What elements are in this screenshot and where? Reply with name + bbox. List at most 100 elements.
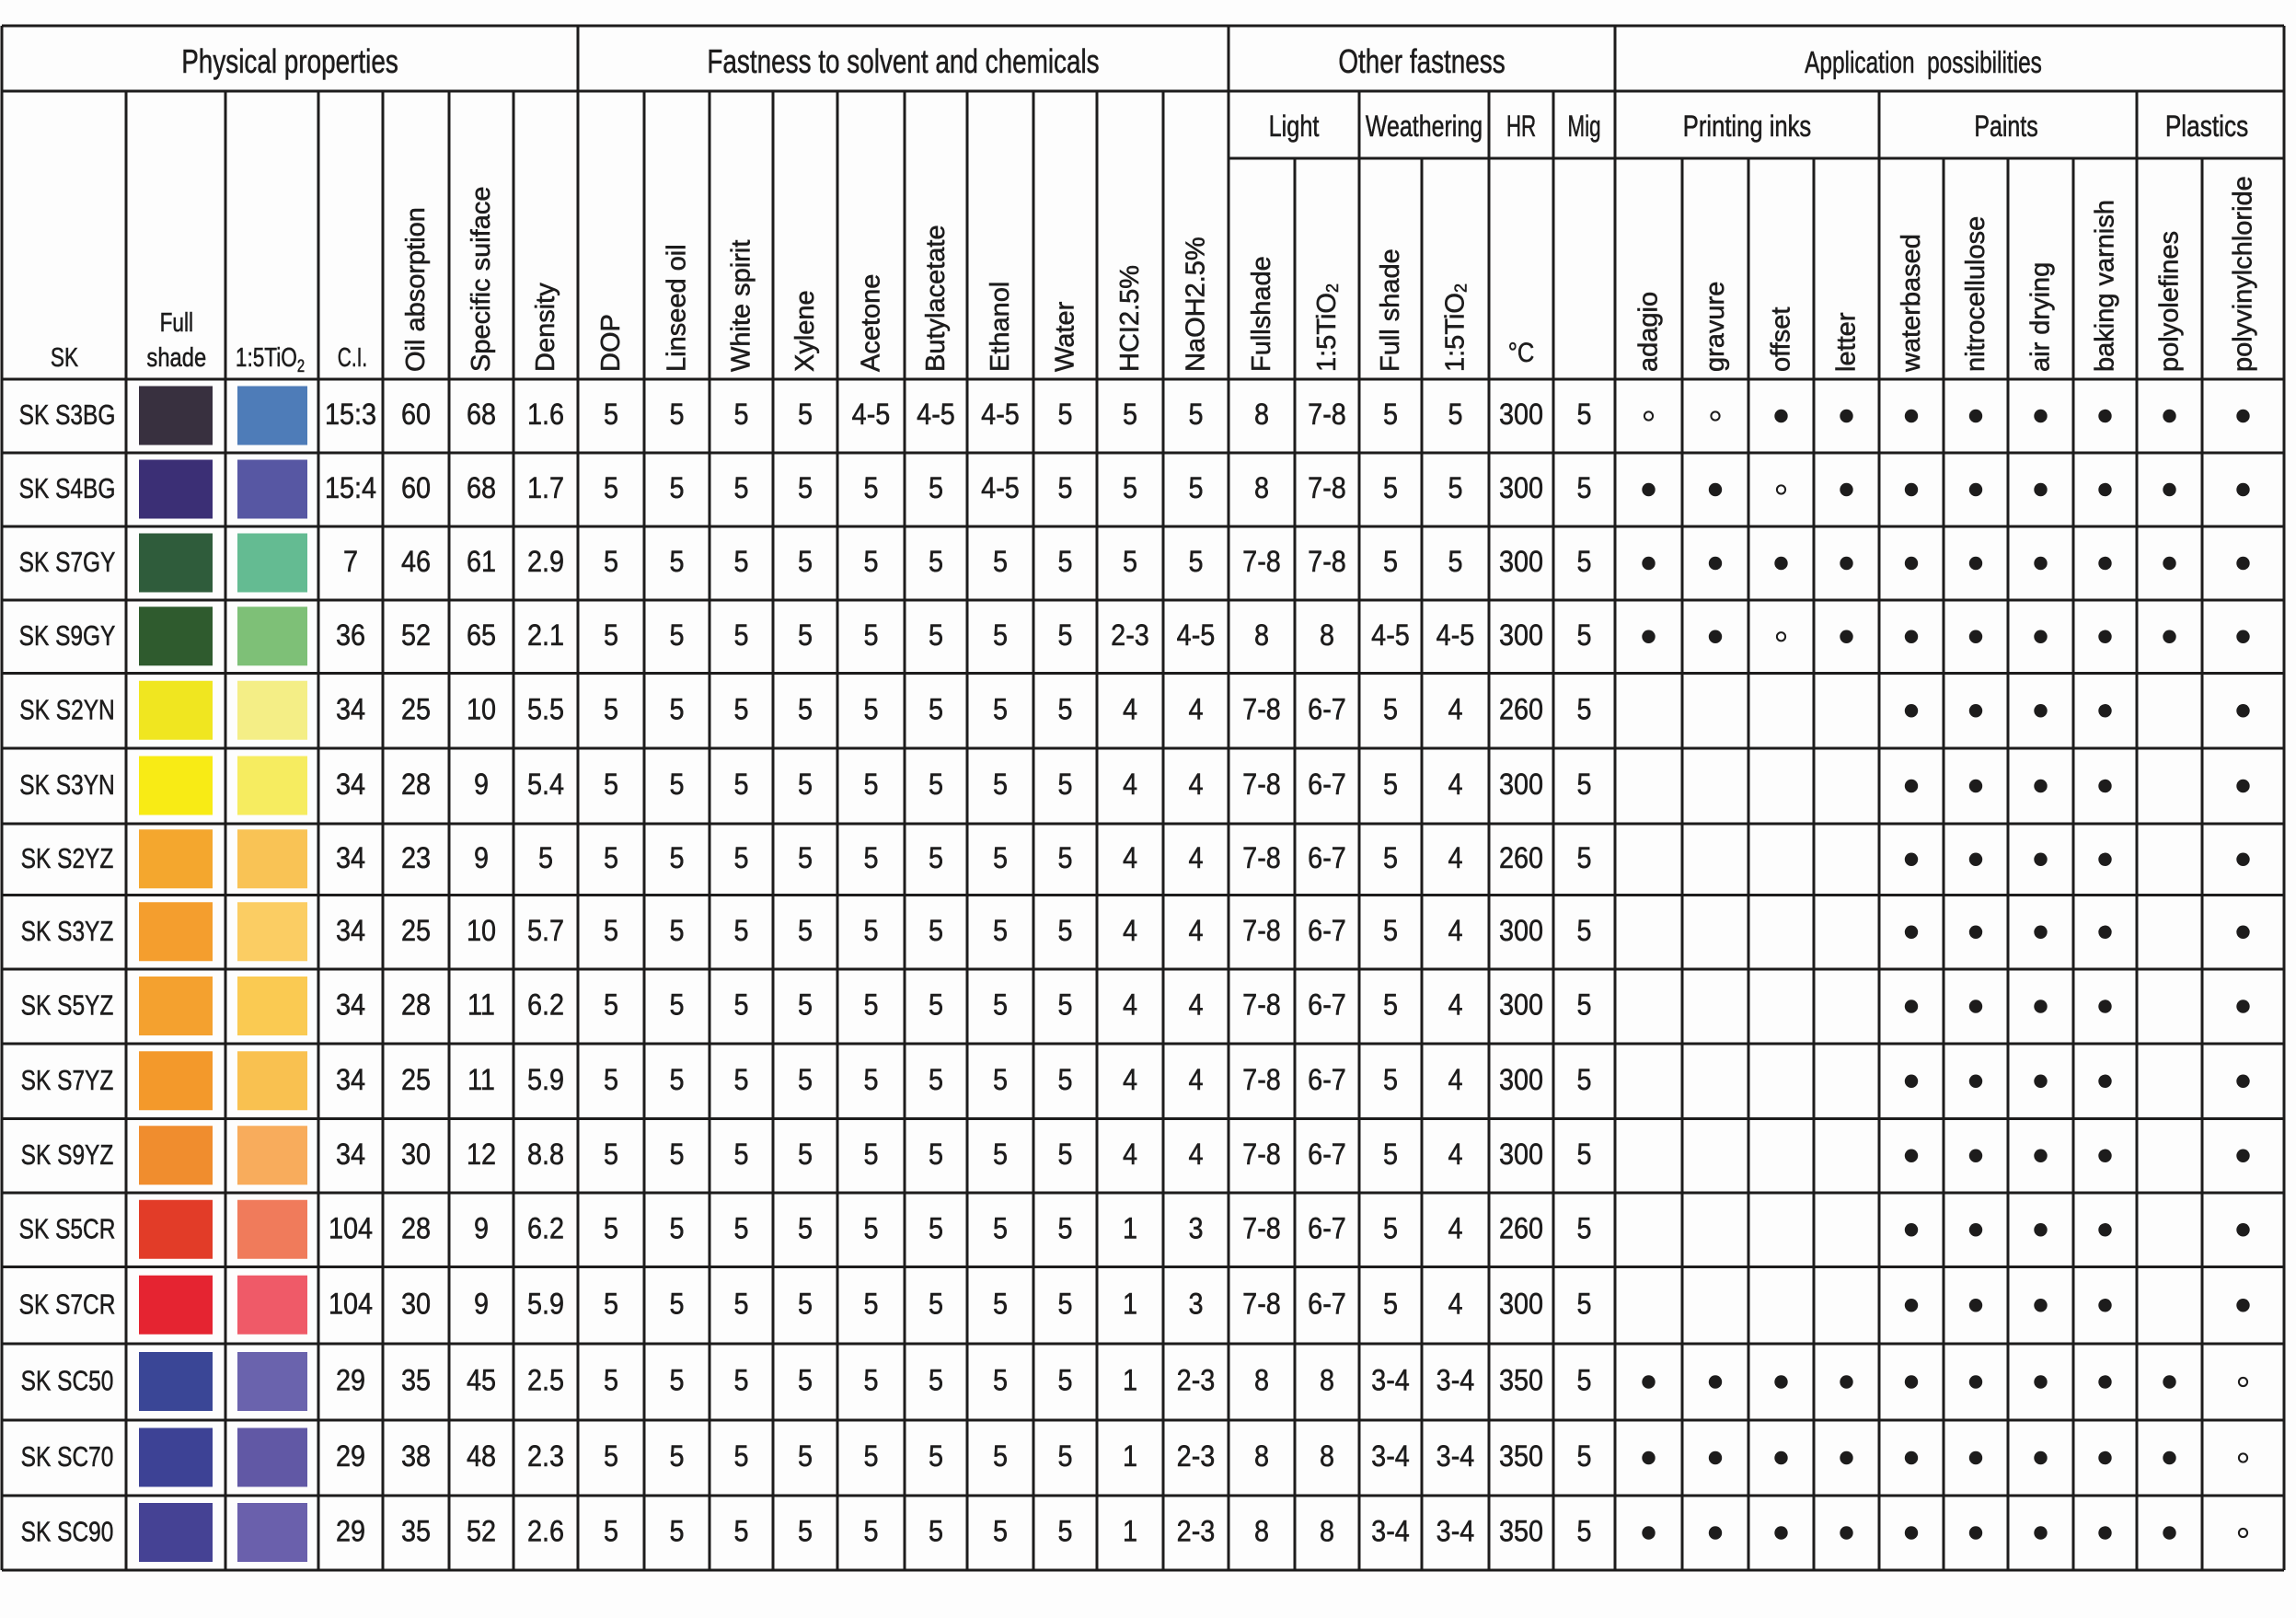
svg-text:1:5TiO2: 1:5TiO2 bbox=[1441, 283, 1471, 372]
svg-text:5: 5 bbox=[993, 618, 1008, 652]
svg-text:5: 5 bbox=[604, 1063, 618, 1096]
svg-text:5: 5 bbox=[1576, 399, 1591, 432]
svg-text:4-5: 4-5 bbox=[852, 399, 891, 432]
svg-text:5: 5 bbox=[863, 693, 878, 726]
svg-text:5: 5 bbox=[604, 1212, 618, 1245]
svg-text:5: 5 bbox=[798, 546, 813, 579]
svg-text:5: 5 bbox=[604, 1138, 618, 1171]
svg-text:5: 5 bbox=[1123, 546, 1137, 579]
svg-text:5: 5 bbox=[669, 1138, 684, 1171]
svg-text:2.9: 2.9 bbox=[527, 546, 564, 579]
svg-text:5: 5 bbox=[1057, 618, 1072, 652]
svg-text:5: 5 bbox=[1383, 841, 1398, 874]
svg-text:34: 34 bbox=[336, 988, 365, 1022]
svg-text:25: 25 bbox=[401, 693, 431, 726]
svg-text:5: 5 bbox=[993, 769, 1008, 802]
svg-text:4: 4 bbox=[1188, 769, 1203, 802]
svg-text:Full shade: Full shade bbox=[1376, 248, 1405, 372]
svg-text:60: 60 bbox=[401, 399, 431, 432]
svg-text:6-7: 6-7 bbox=[1308, 1212, 1346, 1245]
svg-text:5: 5 bbox=[993, 1212, 1008, 1245]
svg-text:gravure: gravure bbox=[1701, 282, 1730, 372]
svg-text:5: 5 bbox=[993, 1138, 1008, 1171]
svg-text:SK S9GY: SK S9GY bbox=[19, 619, 116, 651]
svg-text:5: 5 bbox=[993, 914, 1008, 947]
svg-text:6-7: 6-7 bbox=[1308, 988, 1346, 1022]
svg-text:6-7: 6-7 bbox=[1308, 841, 1346, 874]
svg-text:5: 5 bbox=[863, 914, 878, 947]
svg-text:5: 5 bbox=[669, 1212, 684, 1245]
svg-text:104: 104 bbox=[329, 1212, 373, 1245]
svg-text:34: 34 bbox=[336, 841, 365, 874]
svg-text:5: 5 bbox=[669, 988, 684, 1022]
svg-text:5: 5 bbox=[733, 841, 748, 874]
svg-text:HR: HR bbox=[1506, 110, 1536, 143]
svg-text:7-8: 7-8 bbox=[1308, 546, 1346, 579]
svg-text:4: 4 bbox=[1123, 1063, 1137, 1096]
svg-text:7-8: 7-8 bbox=[1308, 399, 1346, 432]
svg-text:5: 5 bbox=[863, 1063, 878, 1096]
svg-text:5: 5 bbox=[604, 399, 618, 432]
svg-text:5: 5 bbox=[929, 1515, 943, 1548]
svg-text:4: 4 bbox=[1123, 693, 1137, 726]
svg-text:7-8: 7-8 bbox=[1242, 546, 1281, 579]
svg-text:6-7: 6-7 bbox=[1308, 1288, 1346, 1321]
svg-text:5: 5 bbox=[798, 1288, 813, 1321]
svg-text:45: 45 bbox=[467, 1364, 496, 1397]
svg-text:8: 8 bbox=[1254, 1515, 1269, 1548]
svg-text:5: 5 bbox=[798, 769, 813, 802]
svg-text:polyolefines: polyolefines bbox=[2155, 231, 2185, 372]
svg-text:5: 5 bbox=[604, 546, 618, 579]
svg-text:1.6: 1.6 bbox=[527, 399, 564, 432]
svg-text:5: 5 bbox=[604, 618, 618, 652]
svg-text:SK S7CR: SK S7CR bbox=[19, 1289, 116, 1320]
svg-text:5: 5 bbox=[863, 1138, 878, 1171]
svg-text:5: 5 bbox=[929, 693, 943, 726]
svg-text:4: 4 bbox=[1448, 1063, 1462, 1096]
svg-text:5: 5 bbox=[669, 472, 684, 505]
svg-text:5: 5 bbox=[669, 693, 684, 726]
svg-text:6-7: 6-7 bbox=[1308, 693, 1346, 726]
svg-text:4-5: 4-5 bbox=[1177, 618, 1216, 652]
svg-text:5: 5 bbox=[669, 618, 684, 652]
svg-text:68: 68 bbox=[467, 399, 496, 432]
svg-text:5: 5 bbox=[798, 914, 813, 947]
svg-text:5: 5 bbox=[604, 769, 618, 802]
svg-text:7-8: 7-8 bbox=[1242, 914, 1281, 947]
svg-text:Butylacetate: Butylacetate bbox=[921, 225, 951, 372]
svg-text:4-5: 4-5 bbox=[1371, 618, 1410, 652]
svg-text:300: 300 bbox=[1499, 988, 1543, 1022]
svg-text:7-8: 7-8 bbox=[1242, 769, 1281, 802]
svg-text:15:3: 15:3 bbox=[325, 399, 376, 432]
svg-text:SK S4BG: SK S4BG bbox=[19, 472, 116, 503]
svg-text:HCI2.5%: HCI2.5% bbox=[1115, 265, 1145, 372]
svg-text:5: 5 bbox=[929, 1364, 943, 1397]
svg-text:8: 8 bbox=[1254, 618, 1269, 652]
svg-text:8: 8 bbox=[1320, 1515, 1334, 1548]
svg-text:Acetone: Acetone bbox=[857, 274, 886, 372]
svg-text:5: 5 bbox=[604, 693, 618, 726]
svg-text:11: 11 bbox=[467, 1063, 495, 1096]
svg-text:SK S2YN: SK S2YN bbox=[19, 694, 114, 725]
svg-text:5: 5 bbox=[1057, 841, 1072, 874]
svg-text:5: 5 bbox=[863, 769, 878, 802]
svg-text:SK S3YN: SK S3YN bbox=[19, 769, 114, 800]
svg-text:28: 28 bbox=[401, 769, 431, 802]
svg-text:5: 5 bbox=[863, 988, 878, 1022]
svg-text:1: 1 bbox=[1123, 1515, 1137, 1548]
svg-text:5: 5 bbox=[1383, 914, 1398, 947]
svg-text:8: 8 bbox=[1320, 1440, 1334, 1474]
svg-text:7-8: 7-8 bbox=[1242, 1063, 1281, 1096]
svg-text:5: 5 bbox=[1576, 1212, 1591, 1245]
svg-text:65: 65 bbox=[467, 618, 496, 652]
svg-text:4: 4 bbox=[1448, 1212, 1462, 1245]
svg-text:4: 4 bbox=[1448, 914, 1462, 947]
svg-text:23: 23 bbox=[401, 841, 431, 874]
svg-text:5: 5 bbox=[1576, 1063, 1591, 1096]
svg-text:1: 1 bbox=[1123, 1288, 1137, 1321]
svg-text:350: 350 bbox=[1499, 1364, 1543, 1397]
svg-text:5: 5 bbox=[1576, 693, 1591, 726]
svg-text:polyvinylchloride: polyvinylchloride bbox=[2229, 176, 2258, 372]
svg-text:300: 300 bbox=[1499, 769, 1543, 802]
svg-text:5: 5 bbox=[669, 1288, 684, 1321]
